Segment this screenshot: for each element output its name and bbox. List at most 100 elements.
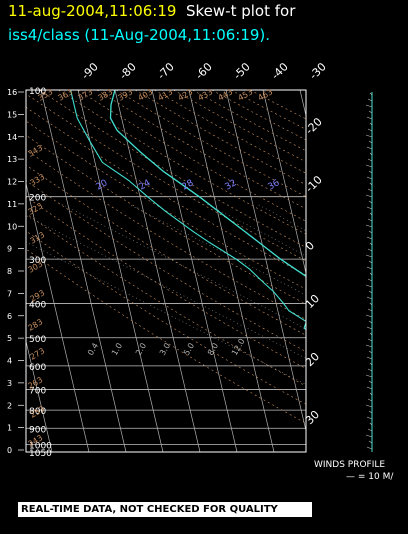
height-label: 2 [7,401,12,410]
height-label: 15 [7,110,17,119]
isotherm-top-label: -70 [155,60,177,82]
wind-barb [367,368,373,372]
dry-adiabat-line [96,90,306,210]
wind-barb [369,122,373,126]
wind-barb [368,410,373,414]
wind-barb [365,104,373,108]
sounding-profiles [70,90,306,330]
wind-barb [368,140,373,144]
pressure-label: 800 [29,407,46,417]
height-label: 12 [7,178,17,187]
wind-barb [367,188,373,192]
wind-barb [367,218,373,222]
wind-barb [366,266,373,270]
isotherm-line [26,339,53,452]
dry-adiabat-line [26,93,306,262]
mixing-ratio-line [354,366,408,452]
pressure-label: 100 [29,87,46,97]
theta-label: 283 [27,317,45,332]
wind-barb [367,278,373,282]
wind-barb [367,428,373,432]
wind-barb [369,242,373,246]
timestamp: 11-aug-2004,11:06:19 [8,2,177,20]
dry-adiabat-line [26,213,306,387]
wind-barb [366,176,373,180]
wind-barb [365,344,373,348]
isotherm-top-label: -40 [269,60,291,82]
small-mixing-label: 3.0 [158,341,172,357]
wind-profile [365,92,373,452]
height-label: 4 [7,357,12,366]
wind-barb [366,326,373,330]
small-mixing-label: 5.0 [182,341,196,357]
wind-barb [365,284,373,288]
wind-barb [365,134,373,138]
wind-barb [368,110,373,114]
dry-adiabat-line [26,120,306,290]
wind-barb [369,182,373,186]
wind-barb [369,332,373,336]
wind-barb [368,440,373,444]
wind-barb [369,92,373,96]
wind-barb [368,170,373,174]
isotherm-line [188,90,275,452]
temperature-profile [109,90,306,278]
moist-adiabat-line [26,215,306,359]
wind-barb [368,200,373,204]
pressure-label: 600 [29,363,46,373]
pressure-label: 1000 [29,441,52,451]
isotherm-top-label: -80 [117,60,139,82]
height-label: 1 [7,424,12,433]
plot-frame [25,89,307,453]
plot-border [25,89,307,453]
wind-barb [369,362,373,366]
mixing-ratio-label: 20 [95,178,110,193]
wind-barb [367,338,373,342]
title-text: Skew-t plot for [186,2,296,20]
wind-barb [366,206,373,210]
pressure-label: 700 [29,387,46,397]
wind-barb [366,236,373,240]
isotherm-line [374,90,408,452]
wind-barb [365,224,373,228]
dry-adiabat-line [39,90,306,248]
theta-label: 333 [29,172,47,187]
height-label: 16 [7,88,17,97]
dry-adiabat-line [173,90,306,163]
wind-barb [369,152,373,156]
isotherm-top-label: -30 [307,60,329,82]
wind-barb [369,392,373,396]
dry-adiabat-line [192,90,306,152]
moist-adiabat-line [26,241,306,385]
mixing-ratio-label: 36 [267,178,282,193]
mixing-ratio-label: 32 [224,178,239,192]
height-label: 7 [7,289,12,298]
wind-barb [368,260,373,264]
wind-barb [365,194,373,198]
wind-barb [365,374,373,378]
wind-barb [366,386,373,390]
dry-adiabat-line [26,149,306,320]
isotherm-top-label: -60 [193,60,215,82]
quality-warning: REAL-TIME DATA, NOT CHECKED FOR QUALITY [18,502,312,517]
wind-barb [365,404,373,408]
mixing-ratio-line [380,366,408,452]
moist-adiabat-line [128,203,306,296]
pressure-label: 400 [29,300,46,310]
wind-barb [369,272,373,276]
plot-title: 11-aug-2004,11:06:19 Skew-t plot for [8,2,295,20]
dewpoint-profile [70,90,306,330]
isotherm-line [77,90,164,452]
small-mixing-label: 12.0 [230,337,247,357]
height-label: 8 [7,267,12,276]
isotherm-right-label: 0 [303,239,317,253]
dry-adiabat-line [115,90,306,197]
wind-barb [365,434,373,438]
mixing-ratio-label: 28 [181,178,196,193]
height-label: 9 [7,245,12,254]
dry-adiabat-line [26,230,306,405]
dry-adiabat-line [249,90,306,120]
wind-barb [365,164,373,168]
pressure-label: 1050 [29,449,52,459]
theta-label: 273 [29,346,47,361]
